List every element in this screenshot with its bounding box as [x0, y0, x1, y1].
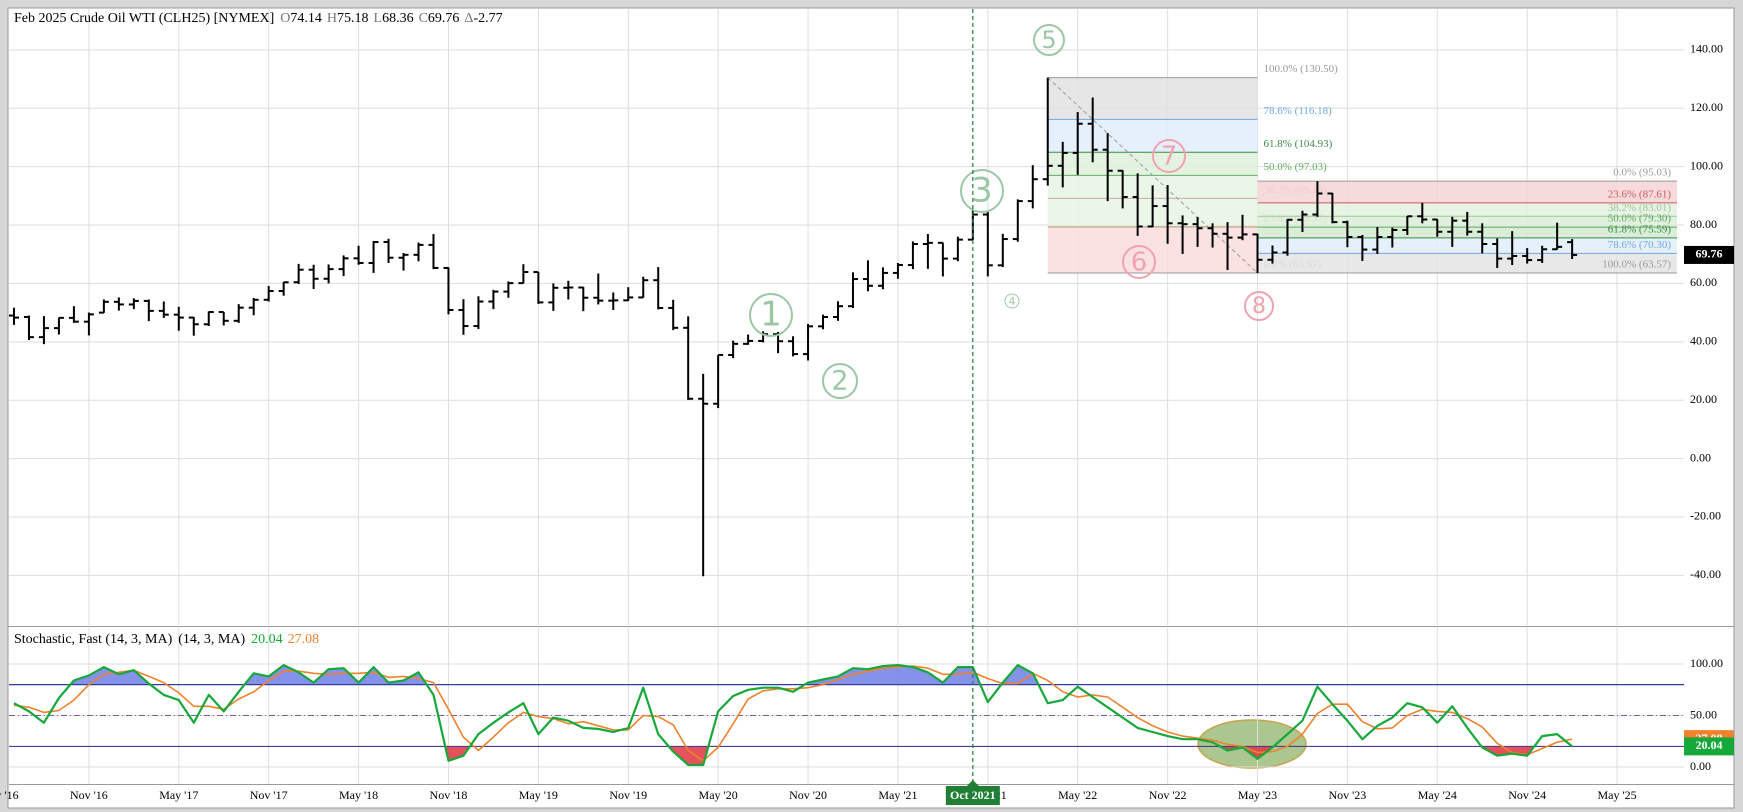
y-tick-label: 100.00: [1690, 656, 1723, 670]
x-tick-label: May '17: [159, 788, 198, 802]
quote-value: 69.76: [428, 11, 460, 26]
y-tick-label: 40.00: [1690, 334, 1717, 348]
wave-label: 3: [971, 171, 993, 211]
wave-circle: [1152, 139, 1186, 173]
y-tick-label: 20.00: [1690, 392, 1717, 406]
fib-zone: [1257, 202, 1677, 217]
d-value: 27.08: [288, 632, 320, 647]
k-line: [13, 664, 1573, 767]
highlight-oval: [1197, 719, 1307, 769]
quote-label: O: [280, 11, 290, 26]
wave-label: 4: [1009, 295, 1016, 308]
fib-label: 38.2% (83.01): [1608, 202, 1672, 214]
wave-circle: [1244, 291, 1274, 321]
marker-label: Oct 2021: [950, 788, 996, 802]
y-tick-label: 80.00: [1690, 217, 1717, 231]
y-tick-label: 120.00: [1690, 100, 1723, 114]
x-tick-label: Nov '24: [1508, 788, 1546, 802]
wave-label: 5: [1041, 26, 1056, 54]
quote-value: 74.14: [290, 11, 322, 26]
wave-circle: [822, 363, 858, 399]
x-tick-label: May '23: [1238, 788, 1277, 802]
x-tick-label: Nov '22: [1149, 788, 1187, 802]
wave-circle: [749, 293, 793, 337]
quote-value: 75.18: [337, 11, 369, 26]
fib-label: 78.6% (116.18): [1264, 105, 1333, 117]
d-line: [13, 665, 1573, 762]
fib-label: 61.8% (75.59): [1608, 223, 1672, 235]
x-tick-label: May '16: [0, 788, 19, 802]
wave-label: 1: [760, 295, 782, 335]
indicator-header: Stochastic, Fast (14, 3, MA) (14, 3, MA) 2…: [14, 632, 319, 647]
wave-circle: [960, 169, 1004, 213]
y-tick-label: -40.00: [1690, 567, 1721, 581]
x-tick-label: May '22: [1058, 788, 1097, 802]
quote-value: 68.36: [382, 11, 414, 26]
value-tag: [1684, 737, 1734, 756]
quote-header: Feb 2025 Crude Oil WTI (CLH25) [NYMEX] O7…: [14, 11, 503, 26]
x-tick-label: May '18: [339, 788, 378, 802]
wave-circle: [1122, 245, 1156, 279]
y-tick-label: 0.00: [1690, 450, 1711, 464]
wave-label: 6: [1131, 248, 1148, 278]
axes: 140.00120.00100.0080.0060.0040.0020.000.…: [0, 9, 1734, 805]
indicator-title: Stochastic, Fast (14, 3, MA): [14, 632, 173, 647]
quote-label: Δ: [464, 11, 473, 26]
value-tag-label: 20.04: [1696, 738, 1723, 752]
marker-pointer: [966, 780, 979, 786]
fib-label: 0.0% (95.03): [1613, 167, 1671, 179]
indicator-params: (14, 3, MA): [178, 632, 245, 647]
fib-label: 23.6% (87.61): [1608, 188, 1672, 200]
x-tick-label: Nov '23: [1328, 788, 1366, 802]
y-tick-label: 140.00: [1690, 42, 1723, 56]
x-tick-label: May '25: [1597, 788, 1636, 802]
fib-zone: [1047, 152, 1258, 176]
price-tag-label: 69.76: [1696, 247, 1723, 261]
wave-label: 8: [1252, 294, 1266, 319]
x-tick-label: Nov '19: [609, 788, 647, 802]
y-tick-label: 100.00: [1690, 158, 1723, 172]
y-tick-label: 50.00: [1690, 707, 1717, 721]
k-value: 20.04: [251, 632, 283, 647]
wave-label: 2: [831, 366, 848, 397]
x-tick-label: Nov '16: [70, 788, 108, 802]
fib-label: 61.8% (104.93): [1264, 138, 1333, 150]
x-tick-label: May '24: [1418, 788, 1457, 802]
trend-line: [1047, 77, 1258, 274]
chart-title: Feb 2025 Crude Oil WTI (CLH25) [NYMEX]: [14, 11, 274, 26]
x-tick-label: Nov '17: [250, 788, 288, 802]
y-tick-label: 60.00: [1690, 275, 1717, 289]
marker-box: [945, 786, 1000, 805]
fib-zone: [1257, 181, 1677, 203]
x-tick-label: May '21: [878, 788, 917, 802]
fib-zone: [1047, 77, 1258, 120]
quote-label: C: [419, 11, 428, 26]
x-tick-label: Nov '20: [789, 788, 827, 802]
panel-background: [7, 7, 1735, 809]
y-tick-label: 0.00: [1690, 759, 1711, 773]
y-tick-label: -20.00: [1690, 509, 1721, 523]
x-tick-label: May '20: [699, 788, 738, 802]
price-plot: 100.0% (130.50) 78.6% (116.18) 61.8% (104.…: [9, 9, 1684, 625]
wave-circle: [1004, 293, 1020, 309]
quote-value: -2.77: [473, 11, 502, 26]
wave-circle: [1033, 24, 1065, 56]
quote-label: L: [374, 11, 383, 26]
x-tick-label: Nov '18: [430, 788, 468, 802]
fib-label: 100.0% (130.50): [1264, 63, 1339, 75]
price-tag: [1684, 245, 1734, 264]
fib-label: 78.6% (70.30): [1608, 239, 1672, 251]
fib-label: 50.0% (79.30): [1608, 213, 1672, 225]
stochastic-plot: [9, 628, 1684, 784]
quote-label: H: [327, 11, 337, 26]
fib-label: 50.0% (97.03): [1264, 161, 1328, 173]
fib-label: 100.0% (63.57): [1602, 259, 1671, 271]
fib-zone: [1047, 119, 1258, 153]
wave-label: 7: [1161, 142, 1178, 172]
x-tick-label: May '19: [519, 788, 558, 802]
